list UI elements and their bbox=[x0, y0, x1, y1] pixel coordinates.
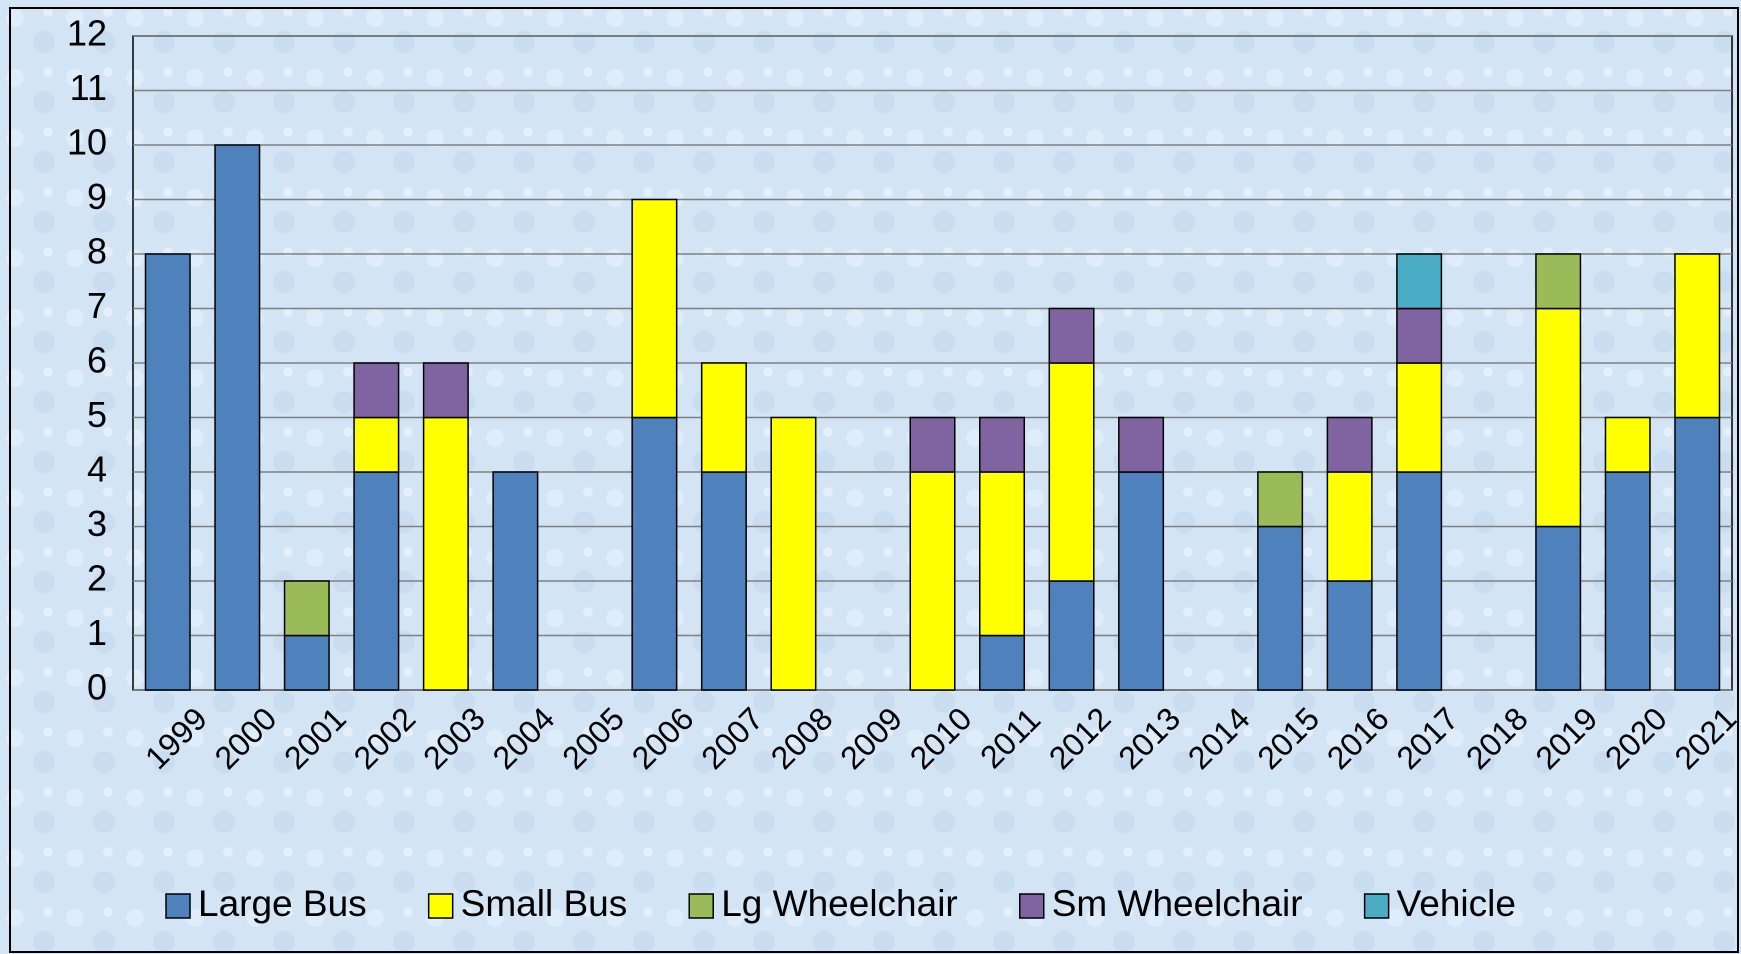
bar-segment bbox=[1396, 307, 1443, 364]
y-tick-label: 10 bbox=[67, 122, 107, 163]
y-tick-label: 7 bbox=[87, 285, 107, 326]
y-tick-label: 2 bbox=[87, 558, 107, 599]
legend-swatch bbox=[165, 893, 191, 919]
bar-segment bbox=[283, 634, 330, 691]
bar-segment bbox=[1396, 253, 1443, 310]
bar-segment bbox=[353, 471, 400, 691]
y-tick-label: 5 bbox=[87, 394, 107, 435]
bar-segment bbox=[1535, 253, 1582, 310]
legend-swatch bbox=[688, 893, 714, 919]
bar-segment bbox=[492, 471, 539, 691]
bar-segment bbox=[1396, 362, 1443, 473]
bar-segment bbox=[1118, 416, 1165, 473]
bar-segment bbox=[700, 471, 747, 691]
y-tick-label: 1 bbox=[87, 612, 107, 653]
bar-segment bbox=[1604, 416, 1651, 473]
legend-swatch bbox=[1019, 893, 1045, 919]
bar-segment bbox=[909, 416, 956, 473]
bar-segment bbox=[909, 471, 956, 691]
bar-segment bbox=[700, 362, 747, 473]
bar-segment bbox=[1257, 471, 1304, 528]
bar-segment bbox=[353, 362, 400, 419]
bar-segment bbox=[1048, 362, 1095, 582]
bar-segment bbox=[1118, 471, 1165, 691]
bar-segment bbox=[1048, 580, 1095, 691]
legend-label: Sm Wheelchair bbox=[1052, 883, 1303, 924]
bar-segment bbox=[1604, 471, 1651, 691]
y-tick-label: 9 bbox=[87, 176, 107, 217]
bar-segment bbox=[1326, 471, 1373, 582]
bar-segment bbox=[979, 416, 1026, 473]
bar-segment bbox=[979, 471, 1026, 637]
y-tick-label: 11 bbox=[70, 67, 107, 108]
bar-segment bbox=[214, 144, 261, 691]
legend-label: Lg Wheelchair bbox=[721, 883, 958, 924]
y-tick-label: 12 bbox=[67, 13, 107, 54]
legend-swatch bbox=[427, 893, 454, 919]
chart-frame bbox=[9, 7, 1739, 953]
bar-segment bbox=[144, 253, 191, 691]
y-tick-label: 0 bbox=[87, 667, 107, 708]
y-tick-label: 6 bbox=[87, 340, 107, 381]
y-tick-label: 3 bbox=[87, 503, 107, 544]
bar-segment bbox=[353, 416, 400, 473]
legend-label: Large Bus bbox=[198, 883, 367, 924]
legend-label: Small Bus bbox=[461, 883, 628, 924]
bar-segment bbox=[1535, 525, 1582, 691]
bar-segment bbox=[283, 580, 330, 637]
bar-segment bbox=[1257, 525, 1304, 691]
bar-segment bbox=[770, 416, 817, 691]
bar-segment bbox=[979, 634, 1026, 691]
bar-segment bbox=[1048, 307, 1095, 364]
bar-segment bbox=[1396, 471, 1443, 691]
bar-segment bbox=[1326, 416, 1373, 473]
bar-segment bbox=[1326, 580, 1373, 691]
bar-segment bbox=[631, 416, 678, 691]
y-tick-label: 8 bbox=[87, 231, 107, 272]
legend-swatch bbox=[1363, 893, 1390, 919]
bar-segment bbox=[1674, 416, 1721, 691]
bar-segment bbox=[1674, 253, 1721, 419]
bar-segment bbox=[422, 362, 469, 419]
y-tick-label: 4 bbox=[87, 449, 107, 490]
legend-label: Vehicle bbox=[1397, 883, 1516, 924]
bar-segment bbox=[631, 198, 678, 419]
bar-segment bbox=[1535, 307, 1582, 528]
bar-segment bbox=[422, 416, 469, 691]
